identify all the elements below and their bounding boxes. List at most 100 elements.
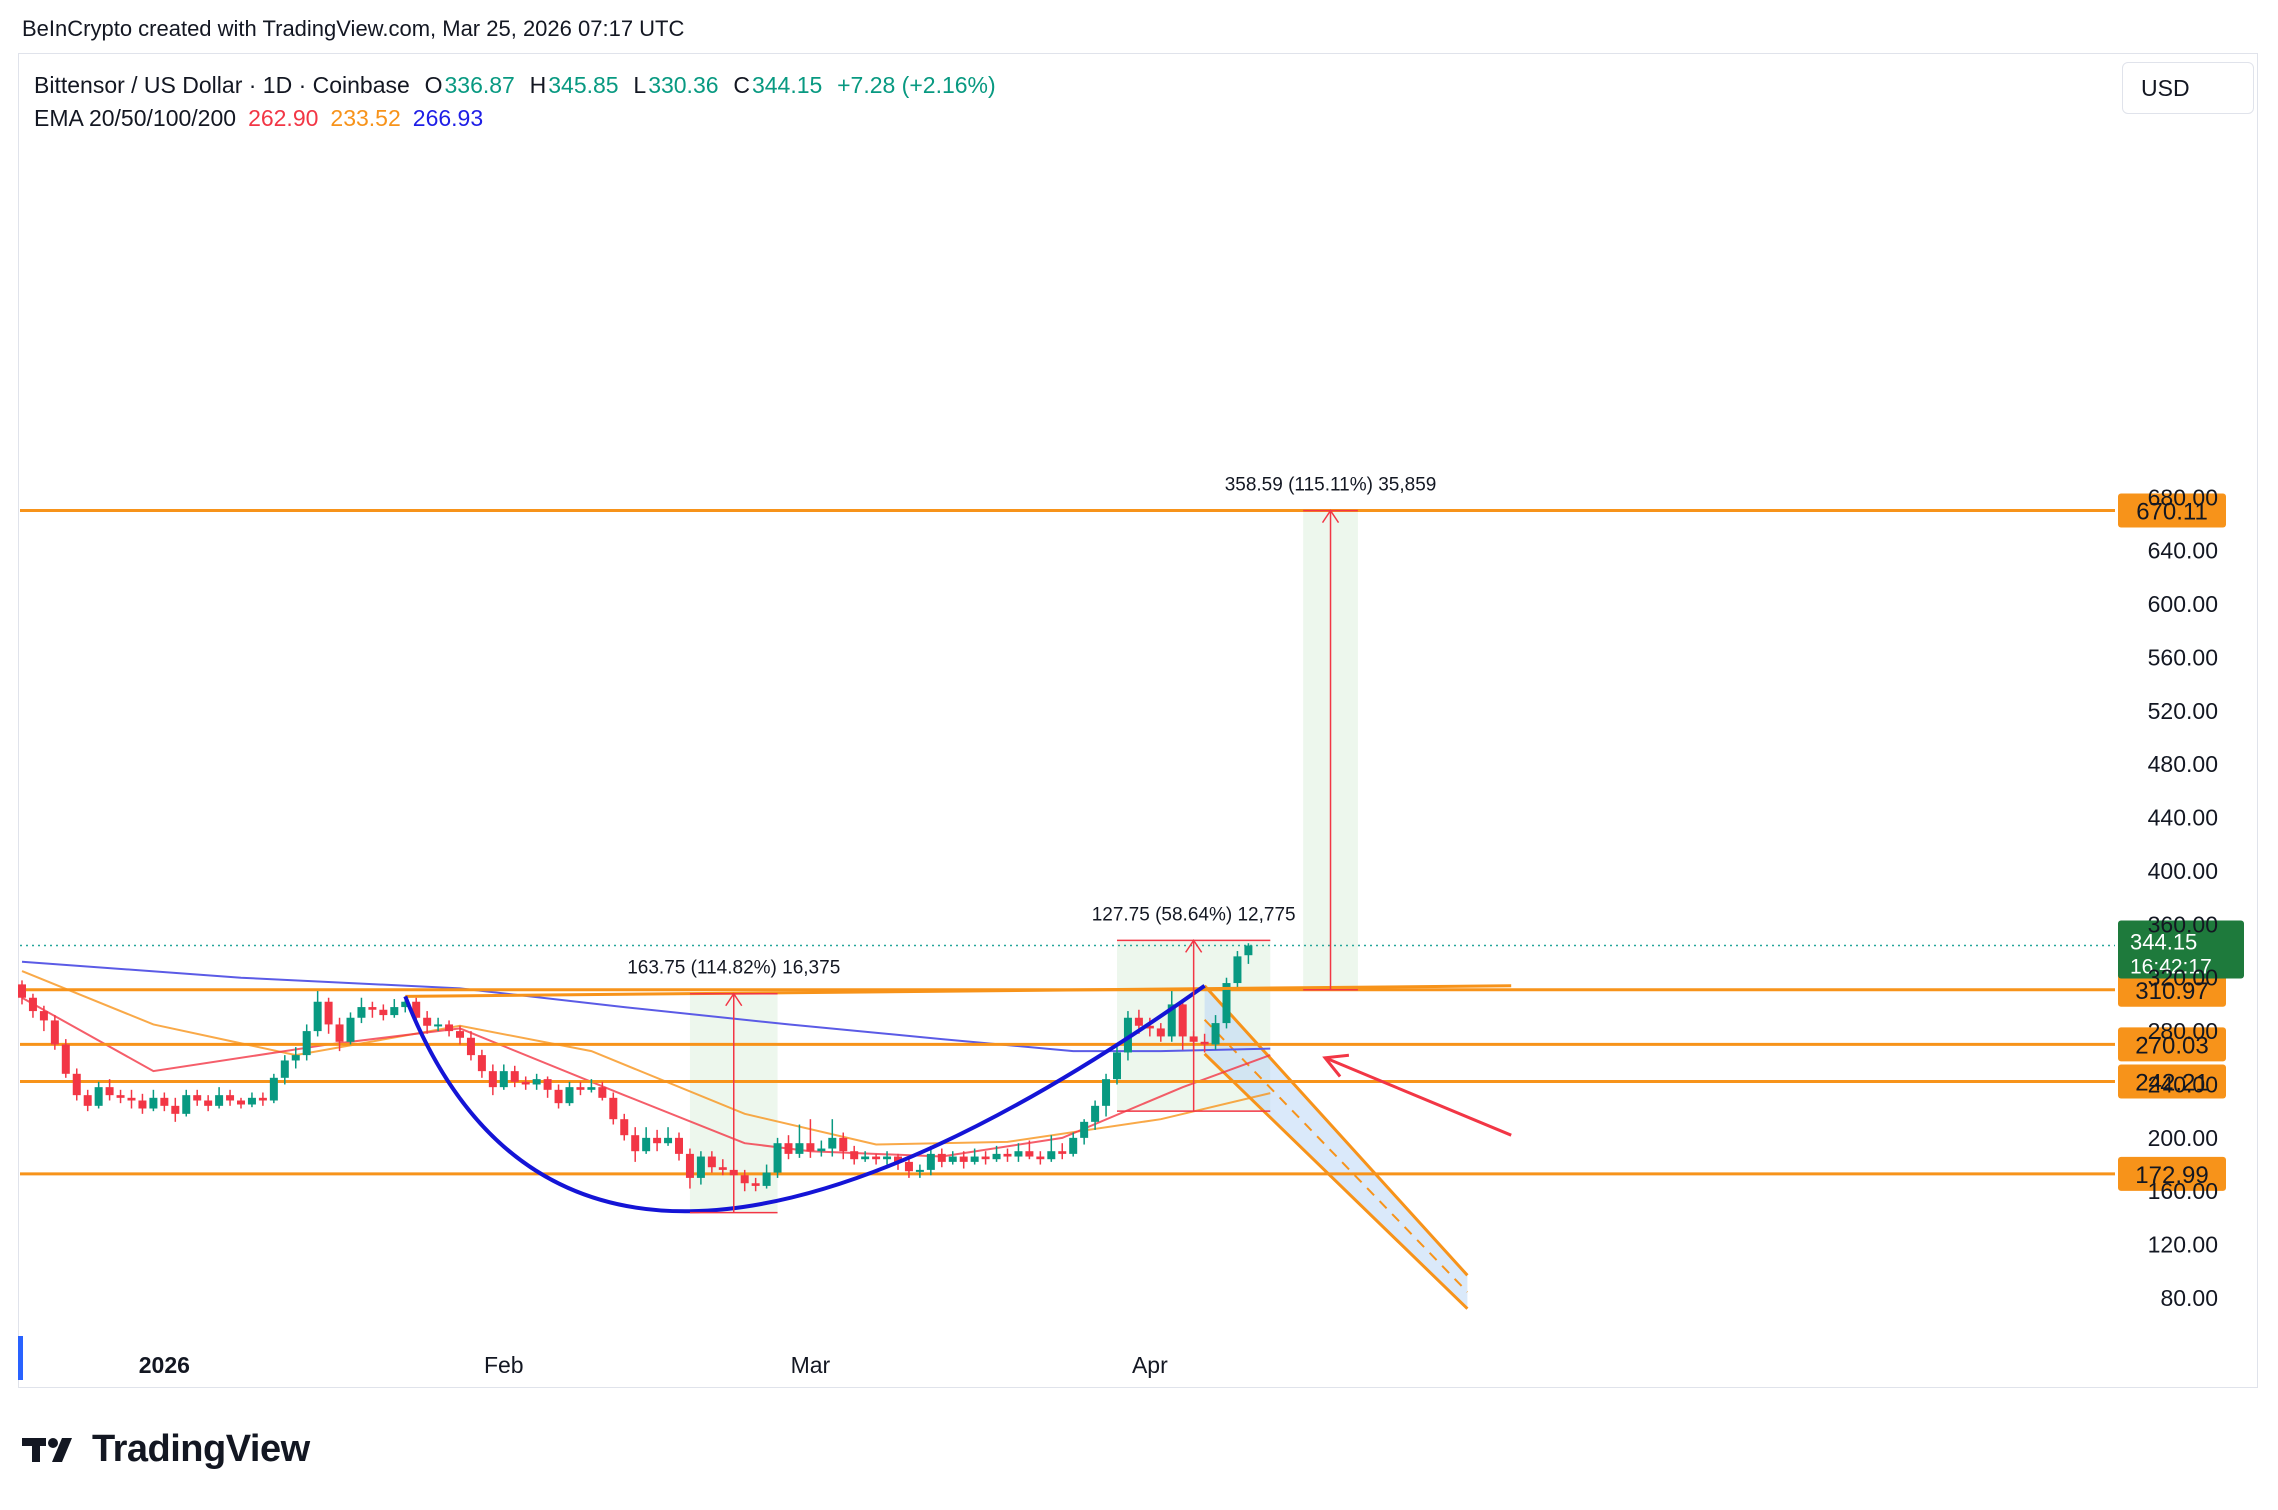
candle-body [532, 1079, 541, 1085]
candle [258, 1092, 267, 1106]
candle-body [959, 1156, 968, 1162]
candle [280, 1055, 289, 1085]
candle-body [1134, 1017, 1143, 1026]
candle-body [477, 1055, 486, 1072]
currency-button[interactable]: USD [2122, 62, 2254, 114]
y-tick-label: 160.00 [2148, 1178, 2218, 1204]
candle [456, 1025, 464, 1045]
ema-label[interactable]: EMA 20/50/100/200 [34, 105, 237, 131]
level-price-tag: 172.99 [2118, 1156, 2226, 1191]
chart-credit: BeInCrypto created with TradingView.com,… [22, 16, 685, 41]
candle [675, 1132, 683, 1161]
candle-body [915, 1169, 924, 1172]
x-tick-label: Feb [484, 1352, 524, 1378]
candle-body [1145, 1025, 1154, 1029]
candle [324, 997, 333, 1034]
candle [1069, 1132, 1078, 1157]
candle [357, 997, 366, 1024]
open-value: 336.87 [444, 72, 515, 98]
candle [1200, 1033, 1209, 1053]
candle-body [817, 1148, 826, 1152]
last-price-value: 344.15 [2130, 929, 2197, 954]
candle [926, 1145, 935, 1176]
candle [872, 1153, 881, 1165]
candle-body [1178, 1004, 1187, 1037]
candle [510, 1065, 519, 1088]
level-tag-label: 670.11 [2136, 498, 2208, 525]
candle-body [237, 1100, 245, 1105]
candle-body [171, 1105, 180, 1114]
candle [1211, 1015, 1220, 1050]
candle [72, 1068, 81, 1101]
candle [609, 1092, 618, 1125]
candle [138, 1093, 147, 1114]
candle-body [499, 1071, 508, 1088]
candle-body [1069, 1137, 1078, 1154]
candle [587, 1079, 596, 1093]
candle-body [642, 1137, 651, 1152]
candle [1025, 1140, 1034, 1160]
measure-label: 163.75 (114.82%) 16,375 [627, 958, 840, 979]
candle-body [631, 1135, 640, 1152]
candle [127, 1089, 136, 1109]
candle [904, 1156, 913, 1178]
candle [1145, 1017, 1154, 1037]
tradingview-logo[interactable]: TradingView [22, 1428, 310, 1471]
candle-body [1025, 1151, 1034, 1157]
candle-body [696, 1156, 705, 1178]
candle [390, 999, 399, 1018]
candle [631, 1127, 640, 1162]
candle-body [828, 1137, 837, 1149]
candle-body [926, 1153, 935, 1170]
candle [291, 1047, 300, 1069]
candle-body [182, 1095, 191, 1114]
candle [247, 1092, 256, 1108]
candle-body [1200, 1041, 1209, 1045]
y-tick-label: 240.00 [2148, 1071, 2218, 1097]
y-tick-label: 640.00 [2148, 538, 2218, 564]
candle-body [948, 1156, 957, 1162]
candle [850, 1145, 859, 1165]
candle-body [1003, 1153, 1012, 1157]
candle [970, 1148, 979, 1165]
candle-body [806, 1143, 815, 1152]
low-value: 330.36 [648, 72, 719, 98]
channel-lower-line[interactable] [1203, 1052, 1469, 1310]
ema200-value: 266.93 [412, 105, 484, 131]
ema50-value: 233.52 [330, 105, 401, 131]
candle [762, 1164, 771, 1189]
candle-body [1102, 1079, 1111, 1106]
candle [521, 1076, 530, 1090]
candle [466, 1031, 475, 1061]
candle [50, 1015, 59, 1050]
y-tick-label: 600.00 [2148, 591, 2218, 617]
channel-upper-line[interactable] [1203, 984, 1469, 1277]
cup-curve[interactable] [403, 984, 1206, 1214]
candle [685, 1148, 694, 1189]
level-price-tag: 310.97 [2118, 972, 2226, 1007]
symbol-title[interactable]: Bittensor / US Dollar · 1D · Coinbase [34, 72, 410, 98]
level-price-tag: 242.21 [2118, 1064, 2226, 1099]
candle-body [379, 1009, 388, 1016]
neckline[interactable] [405, 984, 1512, 998]
level-tag-label: 310.97 [2135, 978, 2208, 1005]
close-value: 344.15 [751, 72, 823, 98]
candle [981, 1151, 990, 1165]
annotation-arrow[interactable] [1324, 1056, 1512, 1137]
candle-body [981, 1156, 990, 1160]
candle-body [105, 1087, 114, 1096]
candle [598, 1081, 607, 1101]
candle [1091, 1100, 1100, 1130]
candle [883, 1151, 892, 1165]
candle-body [718, 1167, 727, 1170]
y-tick-label: 520.00 [2148, 698, 2218, 724]
candle-body [1058, 1151, 1067, 1154]
candle [1102, 1073, 1111, 1117]
y-tick-label: 120.00 [2148, 1232, 2218, 1258]
candle [554, 1084, 563, 1109]
candle [806, 1119, 815, 1158]
candle [269, 1073, 278, 1104]
candle-body [423, 1017, 432, 1026]
